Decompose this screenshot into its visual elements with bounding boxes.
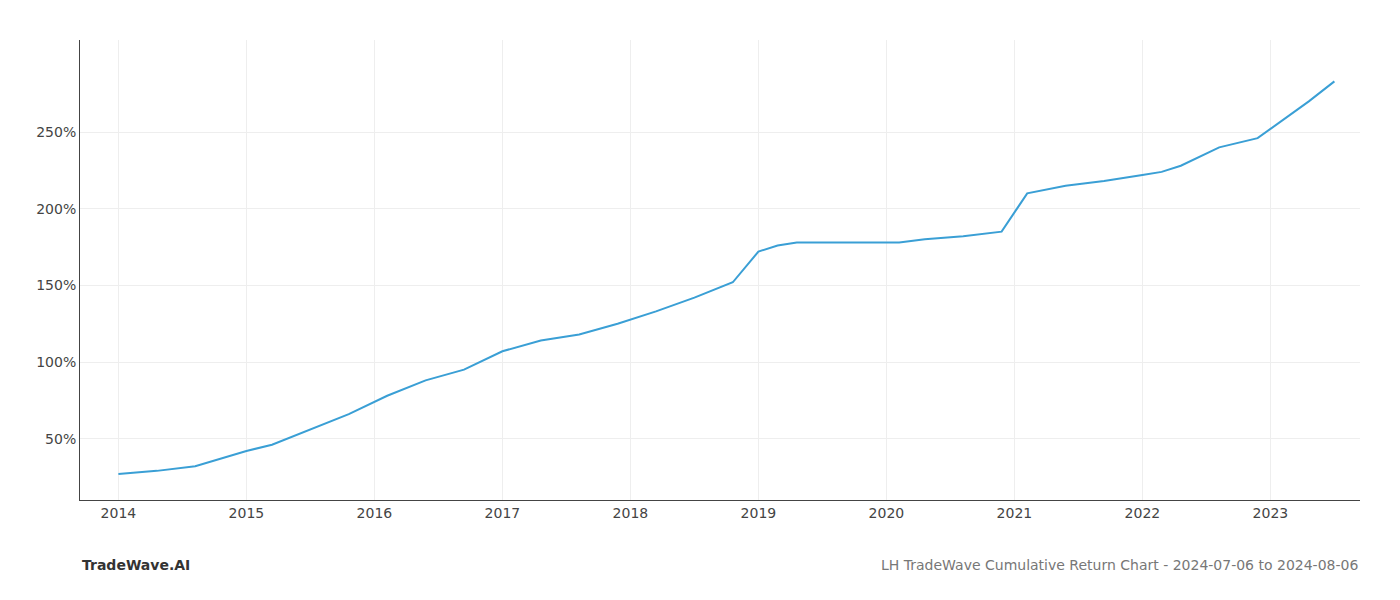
svg-text:2023: 2023 [1253, 505, 1289, 521]
svg-text:2015: 2015 [229, 505, 265, 521]
svg-text:LH TradeWave Cumulative Return: LH TradeWave Cumulative Return Chart - 2… [881, 557, 1358, 573]
svg-text:2016: 2016 [357, 505, 393, 521]
svg-text:TradeWave.AI: TradeWave.AI [82, 557, 190, 573]
svg-text:2020: 2020 [869, 505, 905, 521]
svg-text:250%: 250% [36, 124, 76, 140]
svg-text:2022: 2022 [1125, 505, 1161, 521]
svg-text:200%: 200% [36, 201, 76, 217]
svg-text:50%: 50% [45, 431, 76, 447]
svg-text:150%: 150% [36, 277, 76, 293]
svg-text:100%: 100% [36, 354, 76, 370]
svg-text:2021: 2021 [997, 505, 1033, 521]
svg-text:2018: 2018 [613, 505, 649, 521]
svg-text:2017: 2017 [485, 505, 521, 521]
svg-text:2014: 2014 [101, 505, 137, 521]
svg-text:2019: 2019 [741, 505, 777, 521]
